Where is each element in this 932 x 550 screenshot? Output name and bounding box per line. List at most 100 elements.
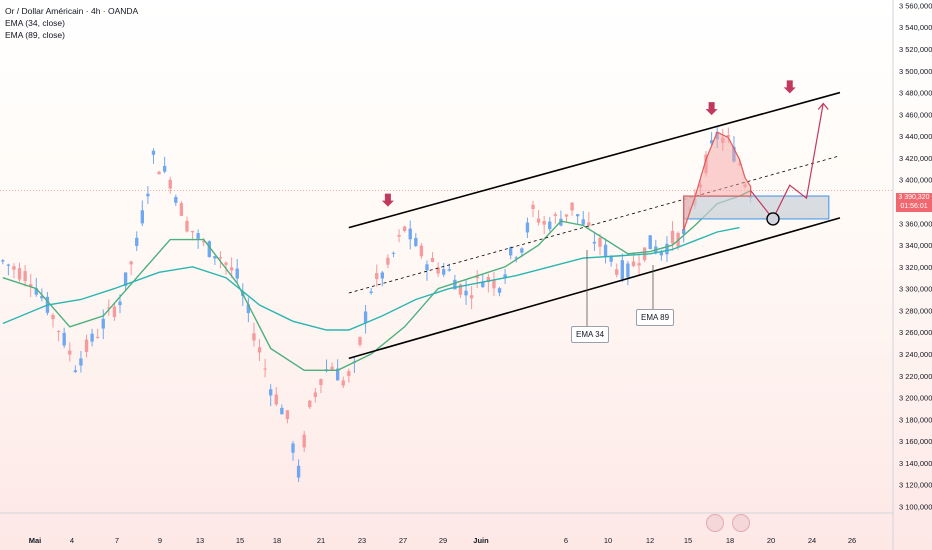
candle — [40, 295, 44, 299]
current-price: 3 390,320 — [898, 194, 930, 201]
candle — [246, 304, 251, 314]
candle — [224, 262, 228, 265]
candle — [525, 222, 530, 233]
x-tick-label: 15 — [236, 536, 244, 545]
ema34-line — [2, 189, 752, 371]
candle — [135, 237, 139, 246]
candle — [1, 260, 5, 262]
candle — [101, 318, 105, 329]
x-tick-label: 6 — [564, 536, 568, 545]
x-tick-label: 20 — [767, 536, 775, 545]
candle — [453, 279, 457, 290]
x-tick-label: Mai — [29, 536, 42, 545]
candle — [202, 240, 206, 243]
x-tick-label: 9 — [158, 536, 162, 545]
chart-legend: Or / Dollar Américain · 4h · OANDA EMA (… — [5, 5, 138, 41]
candle — [73, 370, 78, 373]
y-tick-label: 3 460,000 — [899, 110, 932, 119]
candle — [302, 434, 306, 448]
y-tick-label: 3 560,000 — [899, 1, 932, 10]
y-tick-label: 3 100,000 — [899, 502, 932, 511]
candle — [531, 204, 535, 210]
y-tick-label: 3 420,000 — [899, 154, 932, 163]
candle — [218, 257, 223, 259]
candle — [168, 179, 172, 189]
x-tick-label: 4 — [70, 536, 74, 545]
candle — [564, 214, 569, 217]
candle — [503, 274, 507, 279]
candle — [185, 220, 189, 232]
y-tick-label: 3 360,000 — [899, 219, 932, 228]
ema89-line — [2, 226, 740, 331]
x-tick-label: 23 — [358, 536, 366, 545]
candle — [659, 251, 664, 256]
candle — [631, 261, 636, 267]
candle — [391, 252, 396, 254]
candle — [347, 371, 351, 376]
candle — [140, 210, 144, 224]
candle — [548, 221, 552, 230]
candle — [146, 193, 150, 197]
candle — [90, 333, 94, 342]
x-tick-label: 21 — [317, 536, 325, 545]
event-flag-icon[interactable] — [732, 514, 750, 532]
projection-path — [750, 103, 824, 221]
candle — [598, 237, 602, 247]
y-tick-label: 3 120,000 — [899, 481, 932, 490]
candle — [436, 267, 440, 274]
candle — [542, 221, 546, 225]
candle — [709, 140, 714, 144]
candle — [296, 465, 301, 478]
y-tick-label: 3 440,000 — [899, 132, 932, 141]
y-tick-label: 3 320,000 — [899, 263, 932, 272]
candle — [252, 333, 256, 341]
candle — [123, 272, 128, 286]
candle — [369, 291, 373, 294]
candle — [17, 268, 22, 280]
candle — [587, 222, 591, 226]
event-flag-icon[interactable] — [706, 514, 724, 532]
legend-title: Or / Dollar Américain · 4h · OANDA — [5, 6, 139, 16]
candle — [235, 268, 239, 279]
candle — [330, 366, 334, 371]
candle — [553, 214, 558, 216]
candle — [592, 241, 597, 244]
x-tick-label: 7 — [115, 536, 119, 545]
candle — [341, 380, 345, 386]
candle — [269, 389, 273, 396]
y-tick-label: 3 160,000 — [899, 437, 932, 446]
candle — [84, 339, 89, 352]
candle — [79, 358, 83, 366]
x-tick-label: 24 — [808, 536, 816, 545]
candle — [213, 256, 217, 259]
rounded-top-shape — [683, 131, 752, 231]
candle — [95, 336, 100, 338]
y-tick-label: 3 140,000 — [899, 459, 932, 468]
projection-arrowhead — [817, 102, 829, 110]
candle — [637, 263, 641, 266]
candle — [536, 218, 541, 223]
candle — [447, 269, 451, 271]
ema34-callout: EMA 34 — [571, 326, 610, 343]
candle — [263, 368, 267, 370]
candle — [603, 244, 608, 257]
candle — [380, 272, 384, 279]
candle — [107, 307, 111, 309]
candle — [670, 230, 675, 244]
candle — [313, 392, 318, 397]
y-tick-label: 3 280,000 — [899, 306, 932, 315]
candle — [6, 264, 11, 266]
candle — [497, 288, 502, 293]
channel-mid-line — [348, 155, 841, 294]
x-tick-label: 29 — [439, 536, 447, 545]
candle — [51, 314, 55, 320]
y-tick-label: 3 540,000 — [899, 23, 932, 32]
ema89-callout: EMA 89 — [636, 309, 675, 326]
x-tick-label: 26 — [848, 536, 856, 545]
candle — [29, 284, 33, 287]
candle — [207, 241, 211, 257]
candle — [280, 407, 284, 415]
candle — [665, 243, 669, 255]
candle — [458, 284, 463, 295]
